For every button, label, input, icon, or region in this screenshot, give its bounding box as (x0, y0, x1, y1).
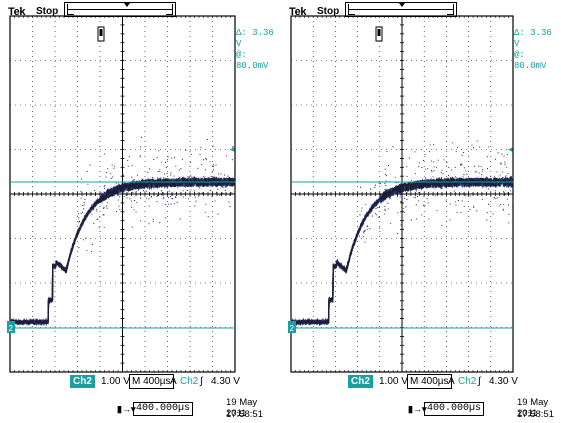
channel-ground-icon: 2 (7, 321, 15, 333)
brand-label: Tek (289, 6, 307, 18)
bracket-right-icon (447, 4, 454, 15)
acquisition-state: Stop (36, 6, 59, 17)
channel-badge: Ch2 (70, 375, 95, 388)
delta-value: 3.36 V (514, 28, 552, 49)
vertical-scale: 1.00 V (101, 376, 130, 387)
bracket-marker-icon (399, 3, 405, 7)
waveform-trace (9, 136, 236, 327)
delta-label: Δ: (236, 28, 247, 38)
timebase: M 400µs (129, 374, 174, 389)
trigger-source-prefix: A (448, 376, 455, 387)
delta-value: 3.36 V (236, 28, 274, 49)
trigger-level-icon (97, 26, 105, 42)
at-value: 80.0mV (514, 61, 547, 71)
graticule (290, 15, 514, 373)
waveform-display: 2 ◂ (7, 15, 236, 373)
channel-ground-icon: 2 (288, 321, 296, 333)
svg-text:2: 2 (9, 324, 14, 333)
trigger-slope-icon: ∫ (200, 376, 203, 387)
date: 19 May 2011 (226, 397, 258, 419)
bracket-marker-icon (124, 3, 130, 7)
trigger-source-prefix: A (170, 376, 177, 387)
cursor-readout: Δ: 3.36 V @: 80.0mV (236, 28, 280, 72)
trigger-level: 4.30 V (211, 376, 240, 387)
acquisition-state: Stop (317, 6, 340, 17)
trigger-level-marker-icon: ◂ (230, 144, 235, 154)
channel-badge: Ch2 (348, 375, 373, 388)
cursor-readout: Δ: 3.36 V @: 80.0mV (514, 28, 561, 72)
trigger-level: 4.30 V (489, 376, 518, 387)
svg-text:◂: ◂ (508, 144, 513, 154)
trigger-source: Ch2 (458, 376, 477, 387)
at-label: @: (514, 50, 525, 60)
trigger-source: Ch2 (180, 376, 199, 387)
trigger-slope-icon: ∫ (478, 376, 481, 387)
date: 19 May 2011 (517, 397, 549, 419)
delta-label: Δ: (514, 28, 525, 38)
time: 17:58:51 (226, 409, 263, 420)
trigger-level-marker-icon: ◂ (508, 144, 513, 154)
horizontal-position-icon: ▮→▾ (117, 404, 136, 414)
trigger-level-icon (375, 26, 383, 42)
svg-text:2: 2 (290, 324, 295, 333)
timebase: M 400µs (407, 374, 452, 389)
at-label: @: (236, 50, 247, 60)
scope-screenshot-left: Tek Stop 2 ◂ Δ: 3.36 V @: 80.0mV Ch2 1.0… (0, 0, 280, 423)
time: 17:58:51 (517, 409, 554, 420)
brand-label: Tek (8, 6, 26, 18)
graticule (9, 15, 236, 373)
svg-text:◂: ◂ (230, 144, 235, 154)
scope-screenshot-right: Tek Stop 2 ◂ Δ: 3.36 V @: 80.0mV Ch2 1.0… (281, 0, 561, 423)
horizontal-position: 400.000µs (424, 402, 485, 416)
waveform-display: 2 ◂ (288, 15, 514, 373)
waveform-trace (290, 140, 514, 327)
horizontal-position: 400.000µs (133, 402, 194, 416)
at-value: 80.0mV (236, 61, 269, 71)
horizontal-position-icon: ▮→▾ (408, 404, 427, 414)
bracket-right-icon (166, 4, 173, 15)
vertical-scale: 1.00 V (379, 376, 408, 387)
